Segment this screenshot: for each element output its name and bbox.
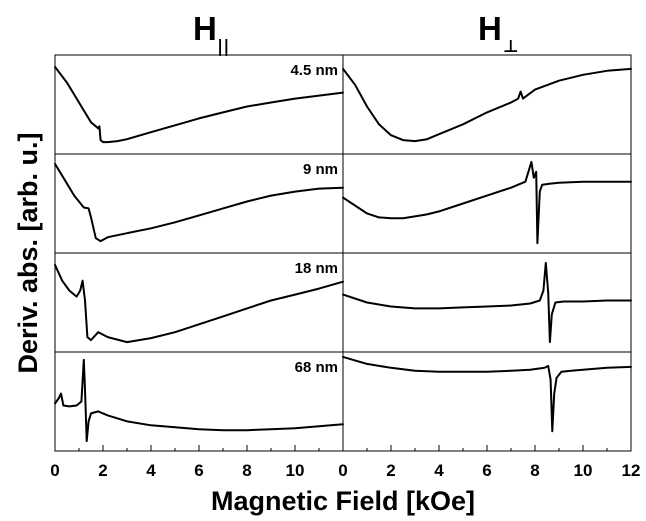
x-tick-labels-left: 0 2 4 6 8 10 0	[50, 461, 347, 480]
x-tick-label: 2	[386, 461, 395, 480]
panel-frame-perpendicular-row-1	[342, 153, 632, 254]
x-tick-label: 8	[530, 461, 539, 480]
x-tick-label: 4	[434, 461, 444, 480]
x-tick-label: 10	[286, 461, 305, 480]
series-curve-perpendicular-row-3	[342, 355, 632, 433]
data-curves	[54, 65, 632, 443]
x-tick-labels-right: 2 4 6 8 10 12	[386, 461, 640, 480]
series-curve-parallel-row-2	[54, 263, 344, 344]
thickness-label-4-5nm: 4.5 nm	[290, 62, 338, 79]
thickness-label-68nm: 68 nm	[295, 359, 338, 376]
panel-frame-perpendicular-row-0	[342, 54, 632, 155]
x-tick-label: 8	[242, 461, 251, 480]
column-header-parallel-main: H	[193, 10, 217, 47]
x-tick-label: 10	[574, 461, 593, 480]
panel-frame-parallel-row-1	[54, 153, 344, 254]
panel-frame-perpendicular-row-2	[342, 252, 632, 353]
x-tick-label: 6	[482, 461, 491, 480]
series-curve-parallel-row-1	[54, 162, 344, 243]
series-curve-parallel-row-3	[54, 358, 344, 443]
series-curve-parallel-row-0	[54, 65, 344, 144]
column-header-perpendicular-sub: ⊥	[503, 37, 519, 57]
column-header-perpendicular: H ⊥	[478, 10, 519, 57]
x-axis-title: Magnetic Field [kOe]	[211, 486, 475, 516]
x-tick-label: 6	[194, 461, 203, 480]
column-header-parallel-sub: ||	[217, 37, 229, 57]
panel-frames	[54, 54, 632, 452]
series-curve-perpendicular-row-1	[342, 160, 632, 245]
x-tick-label: 2	[98, 461, 107, 480]
y-axis-title: Deriv. abs. [arb. u.]	[13, 132, 43, 373]
series-curve-perpendicular-row-2	[342, 261, 632, 344]
x-tick-label: 12	[622, 461, 641, 480]
x-tick-label: 0	[338, 461, 347, 480]
thickness-label-18nm: 18 nm	[295, 260, 338, 277]
column-header-parallel: H ||	[193, 10, 229, 57]
thickness-label-9nm: 9 nm	[303, 161, 338, 178]
x-tick-label: 0	[50, 461, 59, 480]
x-tick-label: 4	[146, 461, 156, 480]
column-header-perpendicular-main: H	[478, 10, 502, 47]
series-curve-perpendicular-row-0	[342, 67, 632, 143]
